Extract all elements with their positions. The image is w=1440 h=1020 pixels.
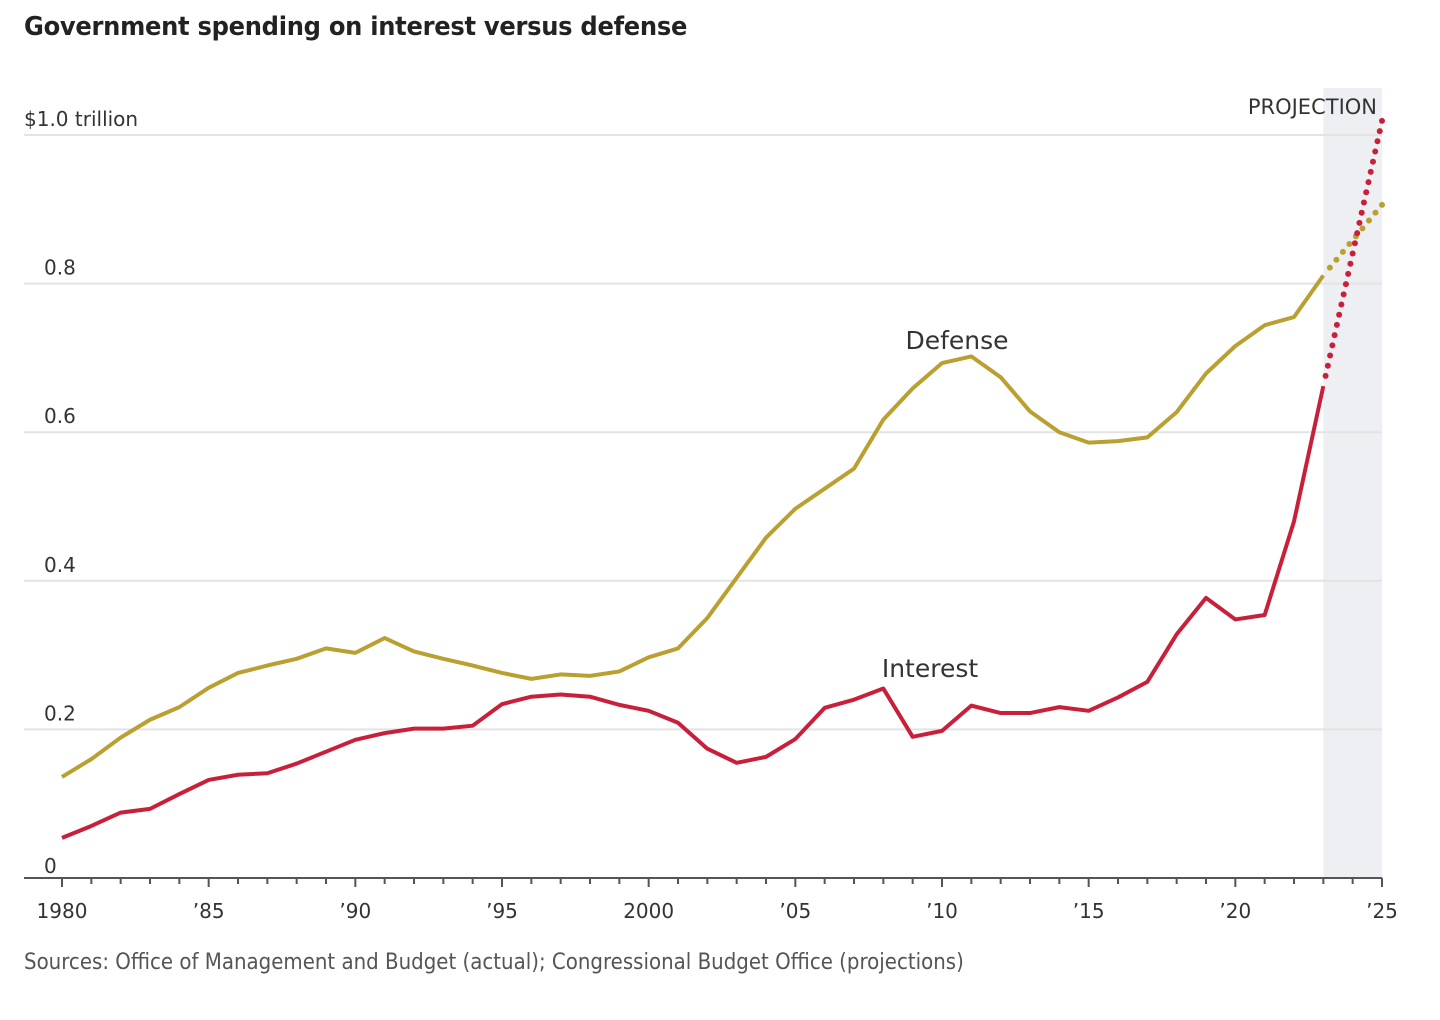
x-tick-label: 2000	[623, 899, 674, 923]
y-tick-label: 0.4	[44, 553, 76, 577]
interest-projection-dot	[1324, 362, 1331, 369]
gridlines	[24, 134, 1382, 731]
interest-projection-dot	[1369, 158, 1376, 165]
interest-series-label: Interest	[882, 654, 979, 683]
interest-line	[61, 385, 1326, 840]
interest-projection-dot	[1356, 219, 1363, 226]
interest-projection-dot	[1327, 352, 1334, 359]
x-tick-label: 1980	[37, 899, 88, 923]
interest-projection-dot	[1342, 281, 1349, 288]
interest-projection-dot	[1333, 321, 1340, 328]
interest-projection-dot	[1329, 342, 1336, 349]
x-tick-label: ’10	[926, 899, 958, 923]
interest-projection-dot	[1338, 301, 1345, 308]
x-axis: 1980 ’85 ’90 ’95 2000 ’05 ’10 ’15 ’20 ’25	[24, 877, 1398, 923]
interest-projection-dot	[1367, 168, 1374, 175]
interest-projection-dot	[1322, 372, 1329, 379]
defense-projection-dot	[1359, 225, 1366, 232]
defense-projection-dot	[1339, 248, 1346, 255]
y-tick-label: $1.0 trillion	[24, 107, 138, 131]
x-tick-label: ’25	[1366, 899, 1398, 923]
x-tick-label: ’20	[1219, 899, 1251, 923]
y-tick-label: 0	[44, 854, 57, 878]
interest-projection-dot	[1354, 230, 1361, 237]
defense-series-label: Defense	[905, 326, 1008, 355]
defense-projection-dot	[1346, 241, 1353, 248]
defense-projection-dot	[1379, 201, 1385, 208]
defense-projection-dot	[1365, 217, 1372, 224]
interest-projection-dot	[1372, 148, 1379, 155]
x-tick-label: ’90	[339, 899, 371, 923]
interest-projection-dot	[1365, 179, 1372, 186]
interest-projection-dot	[1358, 209, 1365, 216]
defense-line	[60, 274, 1325, 779]
interest-projection-dot	[1349, 250, 1356, 257]
interest-projection-dot	[1345, 270, 1352, 277]
chart-title: Government spending on interest versus d…	[24, 12, 688, 42]
interest-projection-dot	[1336, 311, 1343, 318]
interest-projection-dot	[1376, 128, 1383, 135]
x-tick-label: ’15	[1073, 899, 1105, 923]
y-tick-label: 0.6	[44, 404, 76, 428]
interest-projection-dot	[1379, 117, 1385, 124]
x-tick-label: ’05	[779, 899, 811, 923]
defense-projection-dot	[1333, 256, 1340, 263]
interest-projection-dot	[1363, 189, 1370, 196]
interest-projection-dot	[1374, 138, 1381, 145]
x-tick-label: ’95	[486, 899, 518, 923]
interest-projection-dot	[1340, 291, 1347, 298]
projection-label: PROJECTION	[1248, 95, 1377, 119]
interest-projection-dot	[1360, 199, 1367, 206]
defense-projection-dot	[1372, 209, 1379, 216]
defense-projection-dot	[1326, 264, 1333, 271]
y-tick-label: 0.2	[44, 701, 76, 725]
interest-projection-dot	[1347, 260, 1354, 267]
y-tick-label: 0.8	[44, 256, 76, 280]
y-axis-labels: 0 0.2 0.4 0.6 0.8 $1.0 trillion	[24, 107, 138, 878]
x-tick-label: ’85	[193, 899, 225, 923]
source-note: Sources: Office of Management and Budget…	[24, 950, 964, 975]
interest-projection-dot	[1351, 240, 1358, 247]
projection-shade	[1323, 88, 1382, 878]
series-lines	[60, 117, 1385, 840]
interest-projection-dot	[1331, 332, 1338, 339]
